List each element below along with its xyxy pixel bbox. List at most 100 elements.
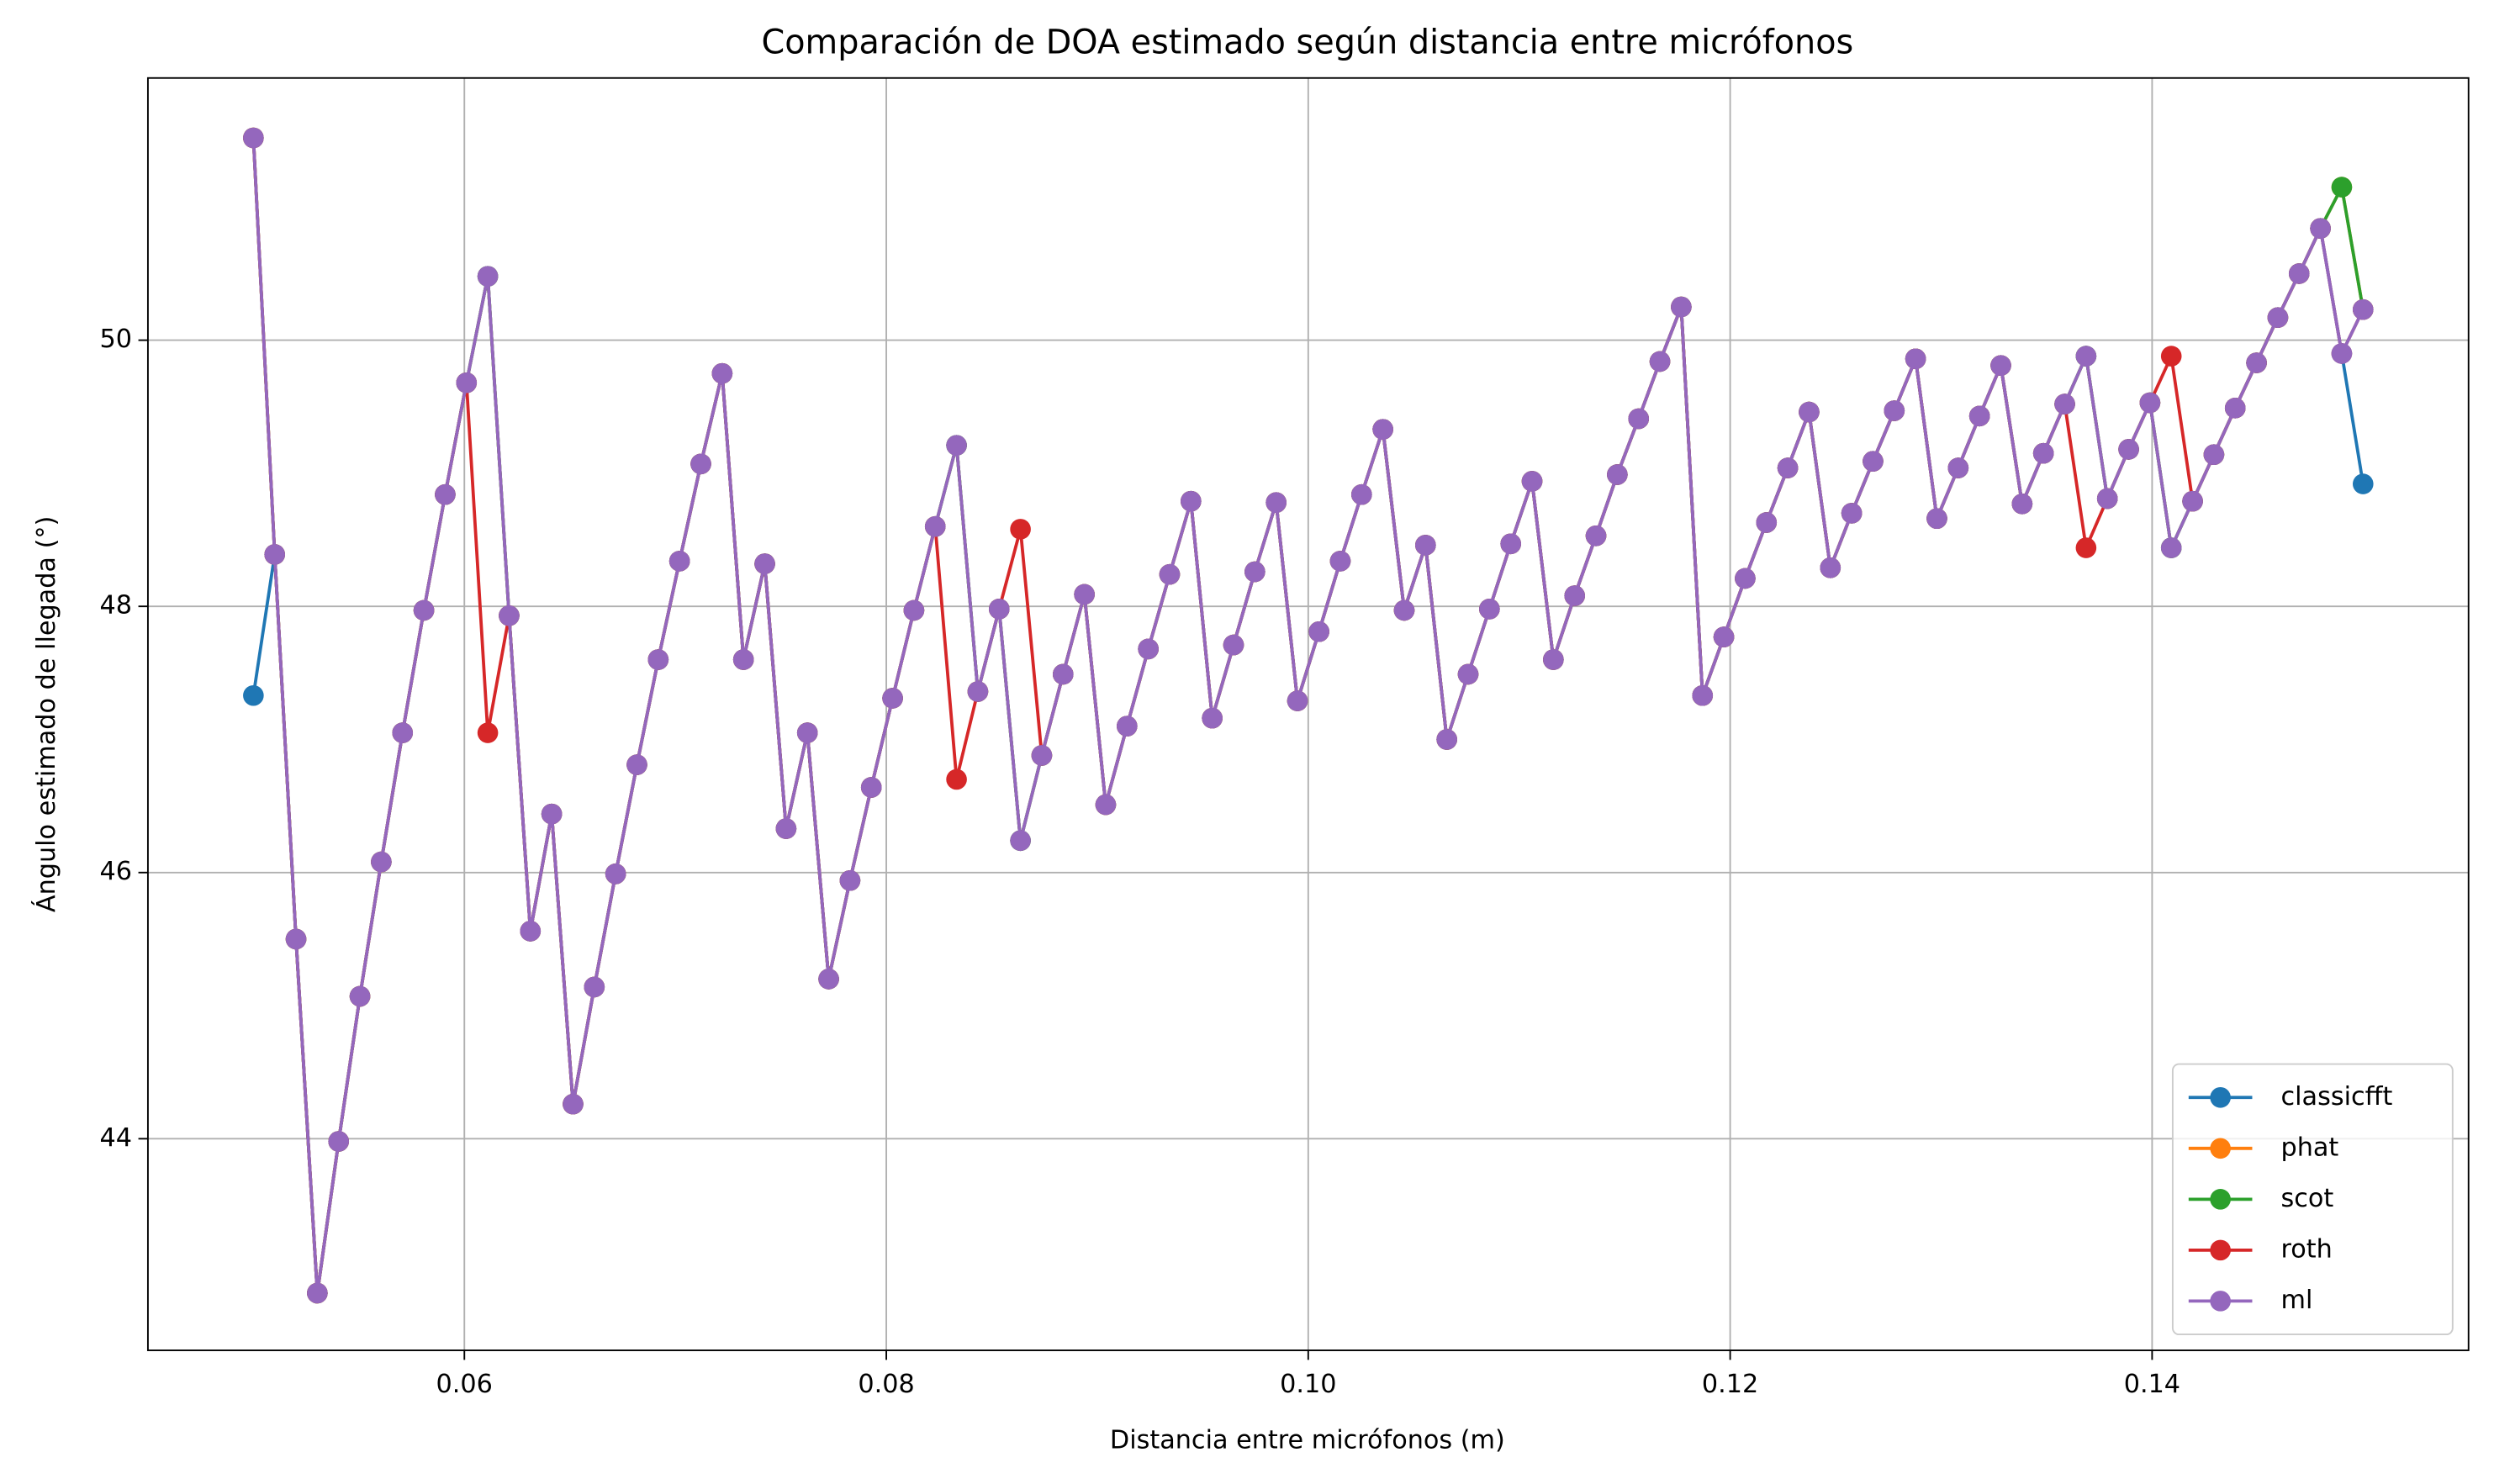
marker [477,266,499,287]
marker [1735,568,1756,589]
marker [1500,533,1521,555]
marker [2096,488,2118,510]
marker [1713,626,1735,647]
marker [690,453,711,475]
x-tick-label: 0.12 [1702,1370,1758,1399]
marker [2352,298,2374,320]
marker [1052,663,1074,685]
marker [1649,351,1671,372]
marker [647,649,669,670]
marker [1372,419,1393,440]
marker [1671,296,1692,318]
marker [285,928,307,950]
marker [754,553,775,574]
marker [1010,830,1031,852]
marker [1010,519,1031,540]
marker [1543,649,1564,670]
marker [413,599,435,621]
marker [1841,503,1863,524]
marker [1585,525,1607,547]
marker [477,722,499,743]
marker [626,754,647,775]
marker [605,863,626,885]
legend: classicfft phat scot roth ml [2171,1063,2454,1336]
marker [2118,439,2139,460]
y-axis-label: Ángulo estimado de llegada (°) [31,516,61,912]
marker [1287,690,1308,711]
marker [1863,451,1884,472]
marker [1521,471,1543,492]
marker [1223,634,1244,656]
marker [2139,392,2161,414]
marker [1926,508,1947,530]
legend-marker [2210,1086,2231,1108]
marker [1990,355,2011,376]
marker [2267,307,2289,328]
marker [796,722,818,743]
marker [1181,490,1202,512]
marker [903,599,925,621]
marker [1756,512,1778,533]
line [251,137,2365,1294]
marker [1905,348,1926,370]
marker [1884,400,1905,421]
marker [988,599,1010,620]
marker [1415,535,1436,556]
plot-frame [146,77,2470,1351]
marker [2160,346,2182,367]
marker [2352,473,2374,494]
marker [243,127,264,149]
marker [584,976,605,998]
marker [1074,584,1095,605]
marker [1031,745,1053,766]
marker [541,803,563,825]
marker [435,483,456,505]
marker [1607,464,1628,485]
marker [1457,663,1479,685]
marker [1308,621,1329,642]
marker [1436,729,1457,750]
marker [563,1093,584,1115]
marker [264,544,285,565]
marker [732,649,754,670]
marker [2075,537,2097,558]
x-tick-label: 0.14 [2124,1370,2180,1399]
marker [392,722,414,743]
marker [2075,346,2097,367]
marker [2331,343,2353,364]
y-tick-label: 48 [100,591,133,621]
legend-label: scot [2281,1184,2334,1213]
marker [1692,684,1714,706]
marker [946,435,967,456]
marker [668,551,690,572]
marker [2054,393,2075,415]
marker [1628,408,1650,430]
legend-label: phat [2281,1133,2339,1162]
chart-title: Comparación de DOA estimado según distan… [762,24,1854,62]
marker [456,372,478,393]
marker [1244,561,1265,583]
marker [2310,218,2331,239]
x-tick-label: 0.08 [858,1370,914,1399]
marker [328,1131,350,1152]
legend-label: classicfft [2281,1082,2393,1112]
marker [1329,551,1351,572]
marker [371,851,392,873]
marker [839,869,861,891]
legend-marker [2210,1239,2231,1261]
marker [2182,490,2203,512]
marker [2203,444,2225,466]
y-tick-label: 44 [100,1123,133,1153]
y-tick-label: 46 [100,857,133,886]
marker [1117,716,1138,737]
marker [520,921,542,942]
marker [2331,177,2353,198]
marker [1095,794,1117,816]
marker [1947,457,1969,478]
x-tick-label: 0.10 [1280,1370,1336,1399]
marker [946,768,967,790]
marker [1820,557,1841,578]
marker [775,818,797,839]
